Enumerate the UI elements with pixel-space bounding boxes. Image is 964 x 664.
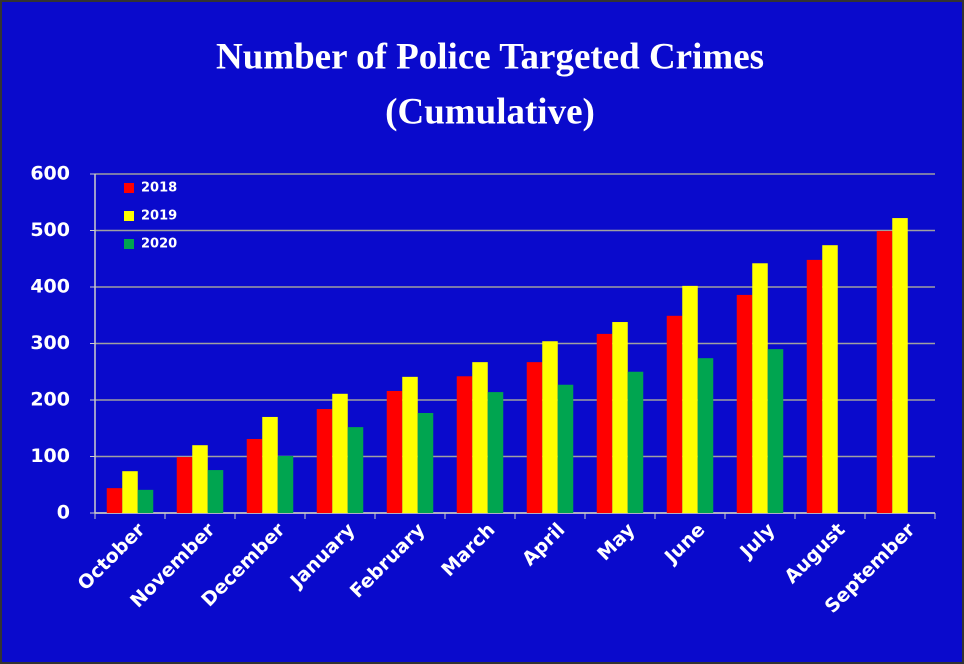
- bar: [526, 362, 543, 513]
- bar: [417, 412, 434, 513]
- bar: [557, 384, 574, 513]
- y-tick-label: 400: [30, 276, 70, 298]
- legend-swatch: [124, 239, 134, 249]
- y-tick-label: 600: [30, 163, 70, 185]
- y-tick-label: 300: [30, 332, 70, 354]
- y-tick-label: 0: [57, 502, 70, 524]
- legend-swatch: [124, 211, 134, 221]
- bar: [262, 416, 278, 513]
- bar: [822, 245, 838, 513]
- chart-subtitle: (Cumulative): [385, 91, 595, 132]
- bar: [176, 457, 193, 513]
- bar: [277, 455, 294, 513]
- legend-label: 2018: [141, 181, 177, 196]
- legend-swatch: [124, 183, 134, 193]
- legend-label: 2019: [141, 209, 177, 224]
- bar: [892, 218, 908, 513]
- bar: [752, 263, 768, 513]
- bar: [192, 445, 208, 513]
- bar: [456, 376, 473, 513]
- bar: [106, 488, 123, 513]
- bar: [612, 322, 628, 513]
- bar: [487, 392, 504, 513]
- bar: [122, 471, 138, 513]
- legend-label: 2020: [141, 237, 177, 252]
- bar: [682, 285, 698, 513]
- y-tick-label: 100: [30, 445, 70, 467]
- bar: [806, 259, 823, 513]
- bar: [316, 409, 333, 513]
- bar: [332, 393, 348, 513]
- y-tick-label: 500: [30, 219, 70, 241]
- bar: [386, 390, 403, 513]
- bar: [697, 358, 714, 513]
- bar: [472, 362, 488, 513]
- y-tick-label: 200: [30, 389, 70, 411]
- bar: [137, 489, 154, 513]
- bar: [767, 349, 784, 513]
- bar: [246, 438, 263, 513]
- bar: [876, 231, 893, 513]
- bar: [736, 294, 753, 513]
- bar: [402, 376, 418, 513]
- bar: [207, 470, 224, 513]
- bar: [347, 427, 364, 513]
- bar: [627, 371, 644, 513]
- chart-title: Number of Police Targeted Crimes: [216, 36, 764, 77]
- bar: [666, 315, 683, 513]
- bar: [596, 333, 613, 513]
- bar: [542, 341, 558, 513]
